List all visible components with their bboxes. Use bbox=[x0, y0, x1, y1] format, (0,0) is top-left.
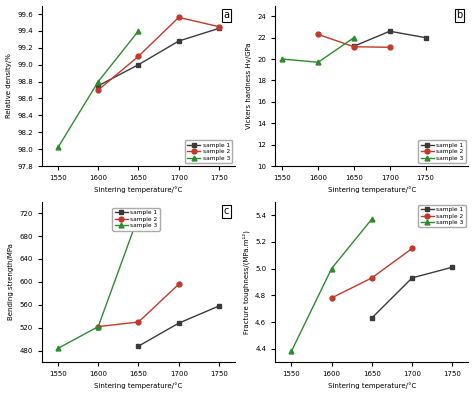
Legend: sample 1, sample 2, sample 3: sample 1, sample 2, sample 3 bbox=[419, 205, 465, 228]
sample 3 bbox=[289, 349, 294, 354]
sample 1 bbox=[95, 83, 101, 88]
Y-axis label: Bending strength/MPa: Bending strength/MPa bbox=[8, 243, 14, 320]
sample 2 bbox=[329, 295, 335, 300]
sample 2 bbox=[351, 44, 357, 49]
sample 2 bbox=[369, 276, 374, 280]
sample 2 bbox=[136, 320, 141, 324]
sample 1 bbox=[136, 344, 141, 348]
sample 1 bbox=[136, 62, 141, 67]
sample 3 bbox=[136, 214, 141, 218]
sample 2 bbox=[387, 45, 392, 50]
sample 1 bbox=[369, 316, 374, 320]
sample 3 bbox=[95, 79, 101, 84]
Line: sample 2: sample 2 bbox=[316, 32, 392, 50]
sample 3 bbox=[55, 145, 61, 150]
Line: sample 2: sample 2 bbox=[96, 15, 221, 92]
Line: sample 3: sample 3 bbox=[55, 28, 141, 150]
sample 3 bbox=[55, 346, 61, 351]
sample 1 bbox=[387, 29, 392, 34]
sample 2 bbox=[95, 324, 101, 329]
sample 3 bbox=[280, 56, 285, 61]
sample 2 bbox=[136, 54, 141, 58]
sample 1 bbox=[176, 39, 182, 43]
X-axis label: Sintering temperature/°C: Sintering temperature/°C bbox=[94, 383, 182, 389]
sample 2 bbox=[176, 15, 182, 20]
sample 1 bbox=[351, 44, 357, 49]
sample 3 bbox=[95, 324, 101, 329]
Line: sample 1: sample 1 bbox=[369, 265, 455, 320]
Line: sample 3: sample 3 bbox=[280, 35, 356, 65]
sample 3 bbox=[329, 266, 335, 271]
Text: c: c bbox=[224, 207, 229, 216]
sample 2 bbox=[409, 246, 415, 251]
X-axis label: Sintering temperature/°C: Sintering temperature/°C bbox=[328, 383, 416, 389]
Line: sample 3: sample 3 bbox=[55, 214, 141, 351]
Line: sample 2: sample 2 bbox=[96, 282, 181, 329]
sample 3 bbox=[315, 60, 321, 65]
sample 2 bbox=[315, 32, 321, 37]
Line: sample 1: sample 1 bbox=[136, 303, 221, 348]
sample 2 bbox=[95, 88, 101, 92]
Legend: sample 1, sample 2, sample 3: sample 1, sample 2, sample 3 bbox=[112, 208, 160, 231]
Line: sample 1: sample 1 bbox=[352, 29, 428, 49]
sample 1 bbox=[216, 26, 222, 31]
sample 1 bbox=[423, 35, 428, 40]
Y-axis label: Vickers hardness Hv/GPa: Vickers hardness Hv/GPa bbox=[246, 43, 252, 129]
Text: a: a bbox=[223, 10, 229, 21]
Legend: sample 1, sample 2, sample 3: sample 1, sample 2, sample 3 bbox=[419, 140, 465, 163]
sample 3 bbox=[351, 35, 357, 40]
sample 1 bbox=[449, 265, 455, 269]
Y-axis label: Fracture toughness/(MPa.m¹²): Fracture toughness/(MPa.m¹²) bbox=[242, 230, 249, 334]
X-axis label: Sintering temperature/°C: Sintering temperature/°C bbox=[328, 186, 416, 193]
sample 1 bbox=[176, 321, 182, 325]
sample 3 bbox=[369, 217, 374, 222]
Text: b: b bbox=[456, 10, 463, 21]
sample 2 bbox=[176, 282, 182, 286]
Text: d: d bbox=[456, 207, 463, 216]
Line: sample 3: sample 3 bbox=[289, 216, 374, 354]
sample 3 bbox=[136, 28, 141, 33]
Line: sample 2: sample 2 bbox=[329, 246, 415, 300]
sample 1 bbox=[409, 276, 415, 280]
Y-axis label: Relative density/%: Relative density/% bbox=[6, 53, 11, 118]
Line: sample 1: sample 1 bbox=[96, 26, 221, 88]
Legend: sample 1, sample 2, sample 3: sample 1, sample 2, sample 3 bbox=[185, 140, 232, 163]
sample 2 bbox=[216, 24, 222, 29]
X-axis label: Sintering temperature/°C: Sintering temperature/°C bbox=[94, 186, 182, 193]
sample 1 bbox=[216, 304, 222, 308]
